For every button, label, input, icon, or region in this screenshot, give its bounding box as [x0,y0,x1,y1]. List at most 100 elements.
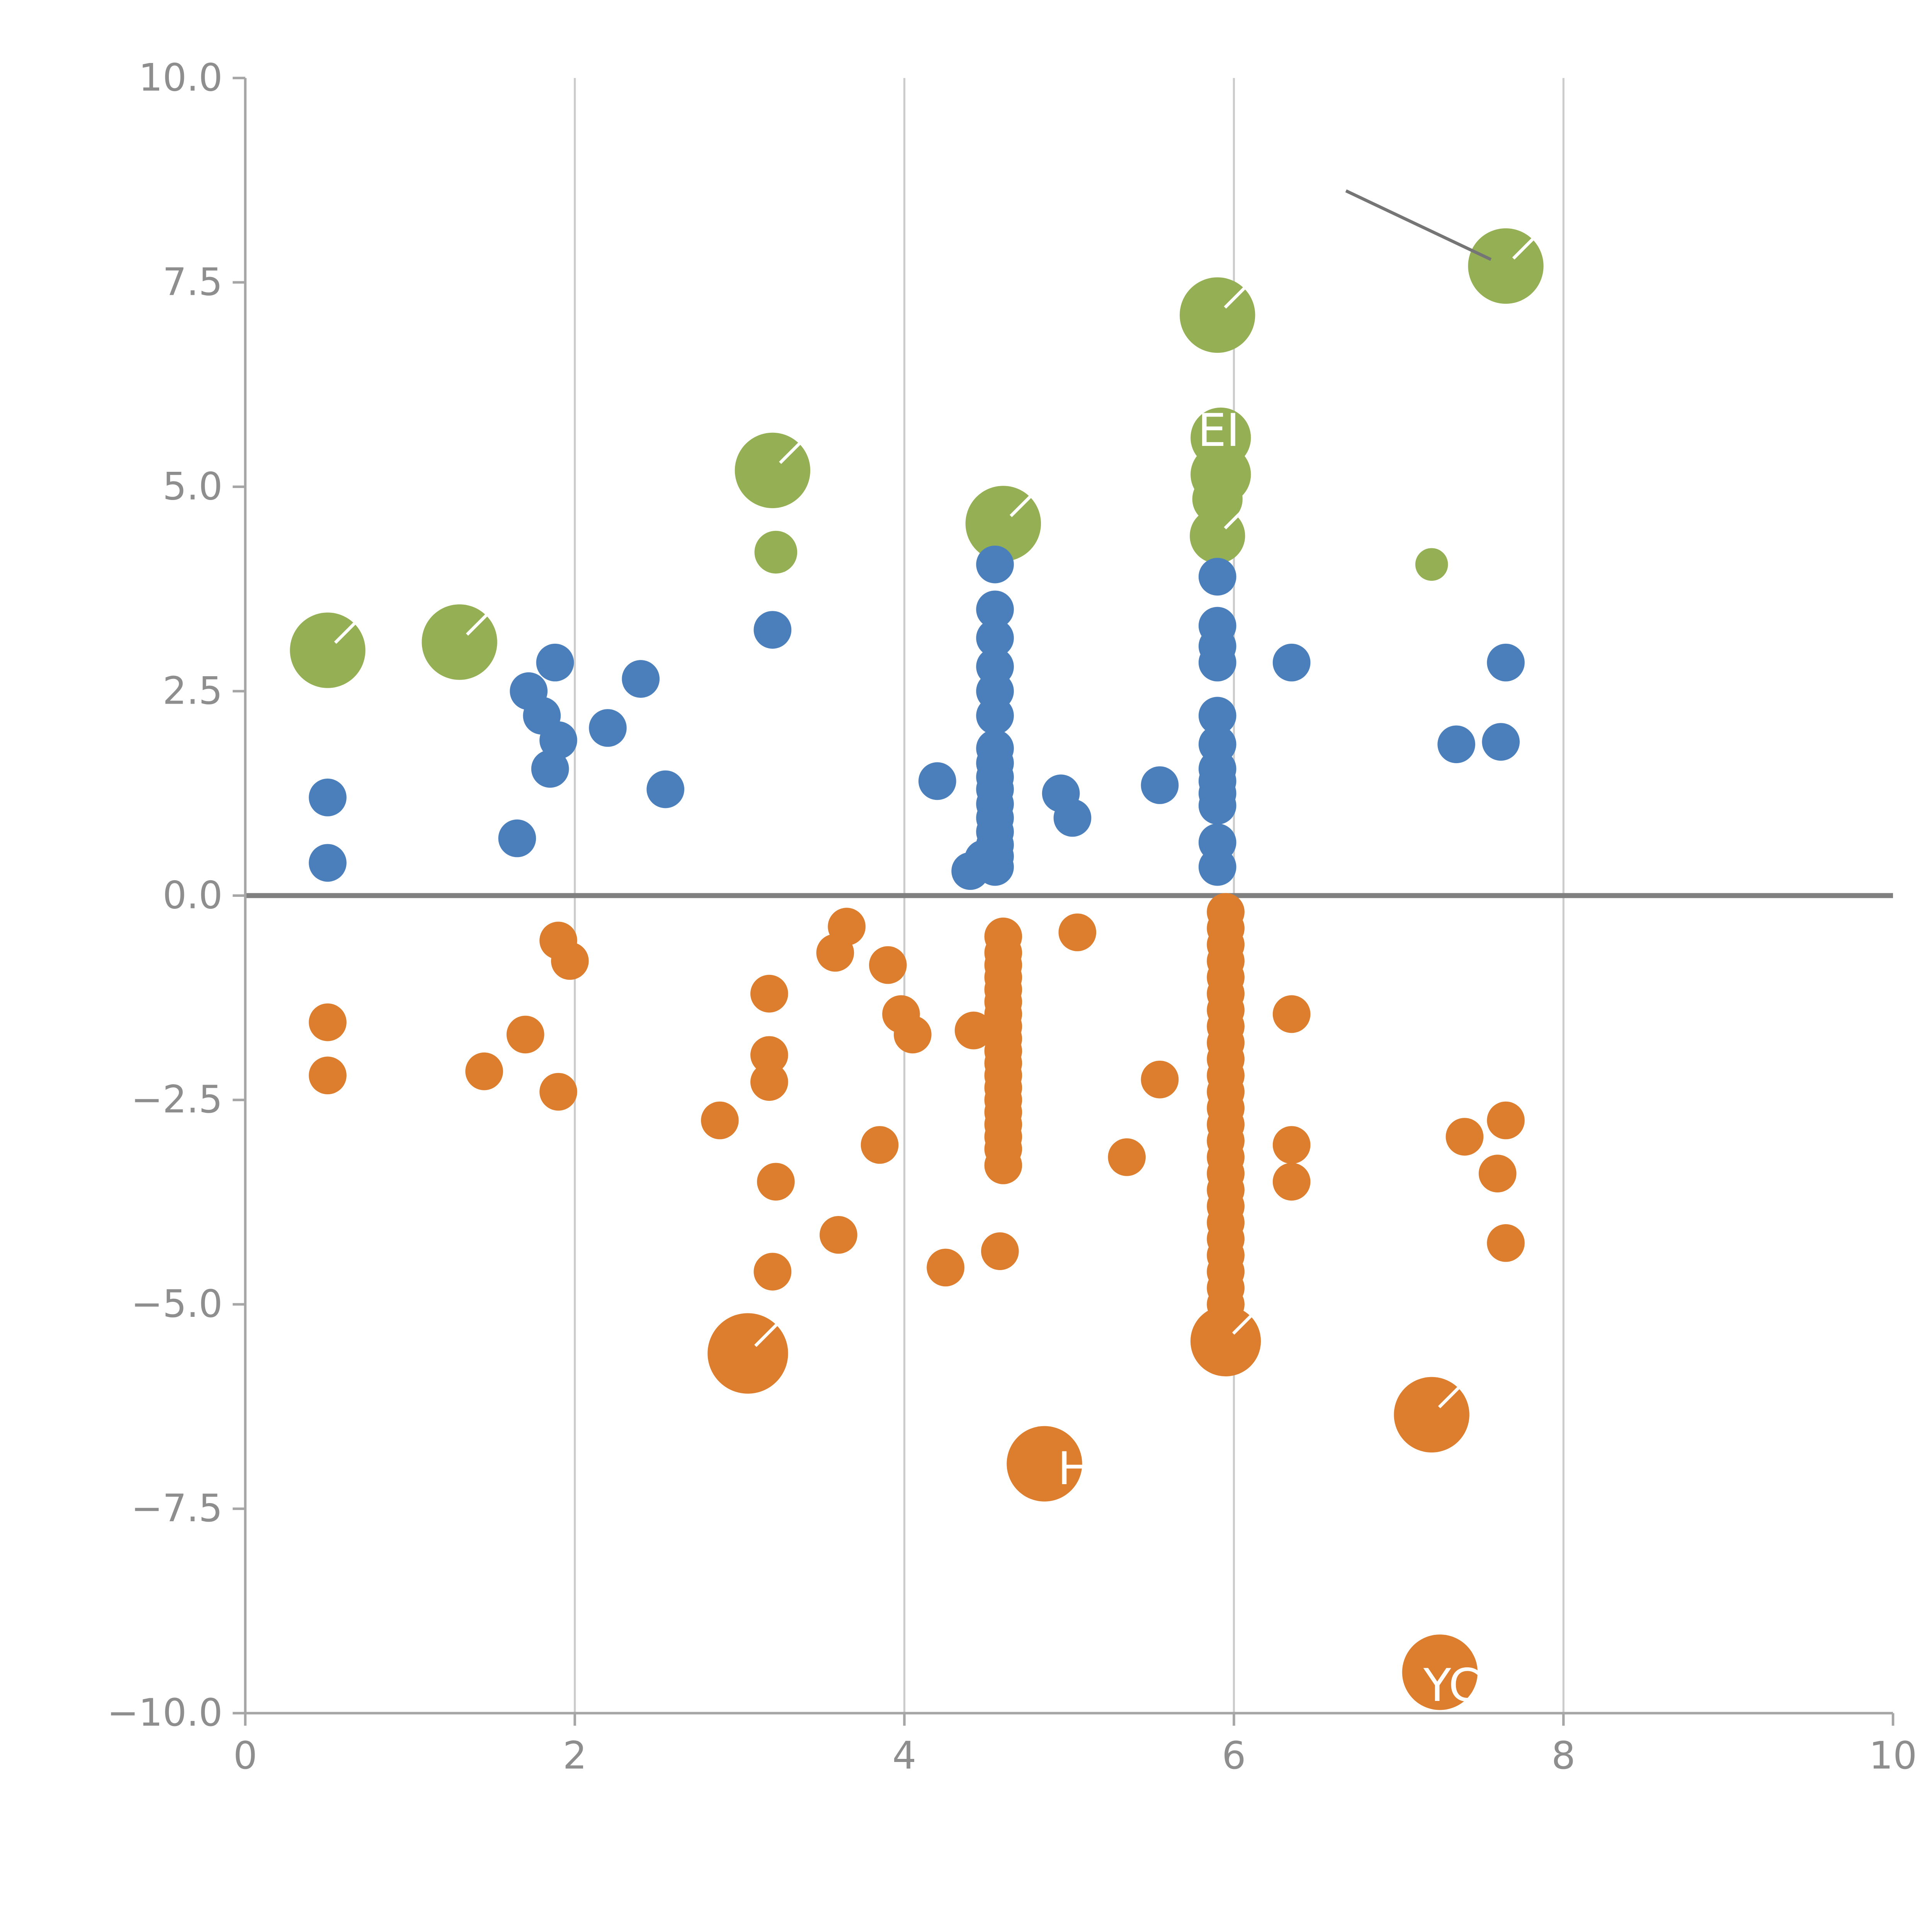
data-point [622,660,660,698]
data-point [869,946,907,984]
data-point [1272,1126,1311,1164]
x-tick-label: 10 [1869,1734,1917,1778]
leader-tick [1010,490,1037,517]
data-point [1487,1101,1525,1139]
y-tick-label: −5.0 [131,1282,223,1326]
y-tick-label: 0.0 [163,873,223,917]
data-point [1007,1426,1082,1502]
data-point [750,1036,788,1074]
data-point [539,721,577,759]
data-point [750,975,788,1013]
x-tick-label: 0 [233,1734,257,1778]
data-point [1058,913,1097,951]
data-point [498,819,536,857]
data-point [1198,848,1236,886]
leader-tick [1224,502,1252,530]
x-tick-label: 6 [1222,1734,1246,1778]
leader-tick [334,616,362,644]
bubble-label: A [784,1344,815,1397]
annotation-leader-line [1345,189,1492,261]
data-point [927,1248,964,1287]
data-point [750,1063,788,1101]
data-point [1437,725,1475,764]
data-point [1108,1138,1146,1176]
y-tick-label: −7.5 [131,1486,223,1531]
series-orange-dots [309,893,1525,1710]
data-point [976,545,1014,583]
data-point [976,590,1014,628]
data-point [976,619,1014,657]
data-point [816,934,854,972]
data-point [753,1253,792,1291]
data-point [954,1012,993,1049]
data-point [309,1056,347,1095]
bubble-label: EI [1198,404,1240,457]
y-tick-label: −2.5 [131,1078,223,1122]
data-point [646,770,684,808]
bubble-label: YC [1423,1659,1480,1712]
leader-tick [1232,1307,1260,1335]
y-tick-label: −10.0 [107,1691,223,1735]
data-point [309,778,347,816]
data-points [290,228,1544,1710]
data-point [1141,766,1179,804]
y-tick-label: 7.5 [163,260,223,304]
data-point [1446,1118,1484,1156]
data-point [701,1101,739,1139]
data-point [1198,558,1236,596]
leader-tick [1224,281,1252,309]
data-point [984,1146,1022,1184]
leader-tick [1512,232,1540,260]
data-point [1478,1155,1517,1192]
data-point [1198,787,1236,825]
leader-tick [466,608,493,636]
data-point [506,1015,544,1054]
x-tick-label: 8 [1551,1734,1575,1778]
data-point [820,1216,857,1254]
axes [233,77,1895,1726]
data-point [1487,643,1525,682]
data-point [309,1003,347,1041]
data-point [981,1232,1019,1270]
data-point [1272,643,1311,682]
data-point [1415,548,1448,581]
bubble-label: H [1058,1442,1092,1495]
tick-labels: 0 2 4 6 8 10 10.0 7.5 5.0 2.5 0.0 −2.5 −5.0 −7.5 −10.0 [107,56,1917,1777]
x-tick-label: 2 [563,1734,587,1778]
data-point [1141,1060,1179,1099]
y-tick-label: 5.0 [163,464,223,509]
data-point [1272,1163,1311,1201]
data-point [1482,723,1520,761]
data-point [1272,995,1311,1033]
data-point [964,840,1003,878]
series-blue-dots [309,545,1525,890]
y-tick-label: 2.5 [163,669,223,713]
leader-tick [779,436,806,464]
data-point [551,942,589,980]
data-point [1487,1224,1525,1262]
data-point [1053,799,1092,837]
x-tick-label: 4 [892,1734,916,1778]
data-point [531,750,569,788]
data-point [539,1073,577,1111]
data-point [1198,643,1236,682]
data-point [465,1052,503,1090]
data-point [754,531,798,574]
data-point [918,762,956,800]
data-point [757,1163,795,1201]
annotations: EI A H YC [334,189,1540,1712]
data-point [976,697,1014,735]
data-point [1198,697,1236,735]
data-point [893,1015,932,1054]
y-tick-label: 10.0 [139,56,223,100]
data-point [861,1126,899,1164]
data-point [536,643,574,682]
data-point [589,709,627,747]
series-green-bubbles [290,228,1544,688]
data-point [309,844,347,882]
leader-tick [754,1320,782,1347]
data-point [1402,1634,1478,1710]
leader-tick [1438,1381,1466,1408]
data-point [753,611,792,649]
